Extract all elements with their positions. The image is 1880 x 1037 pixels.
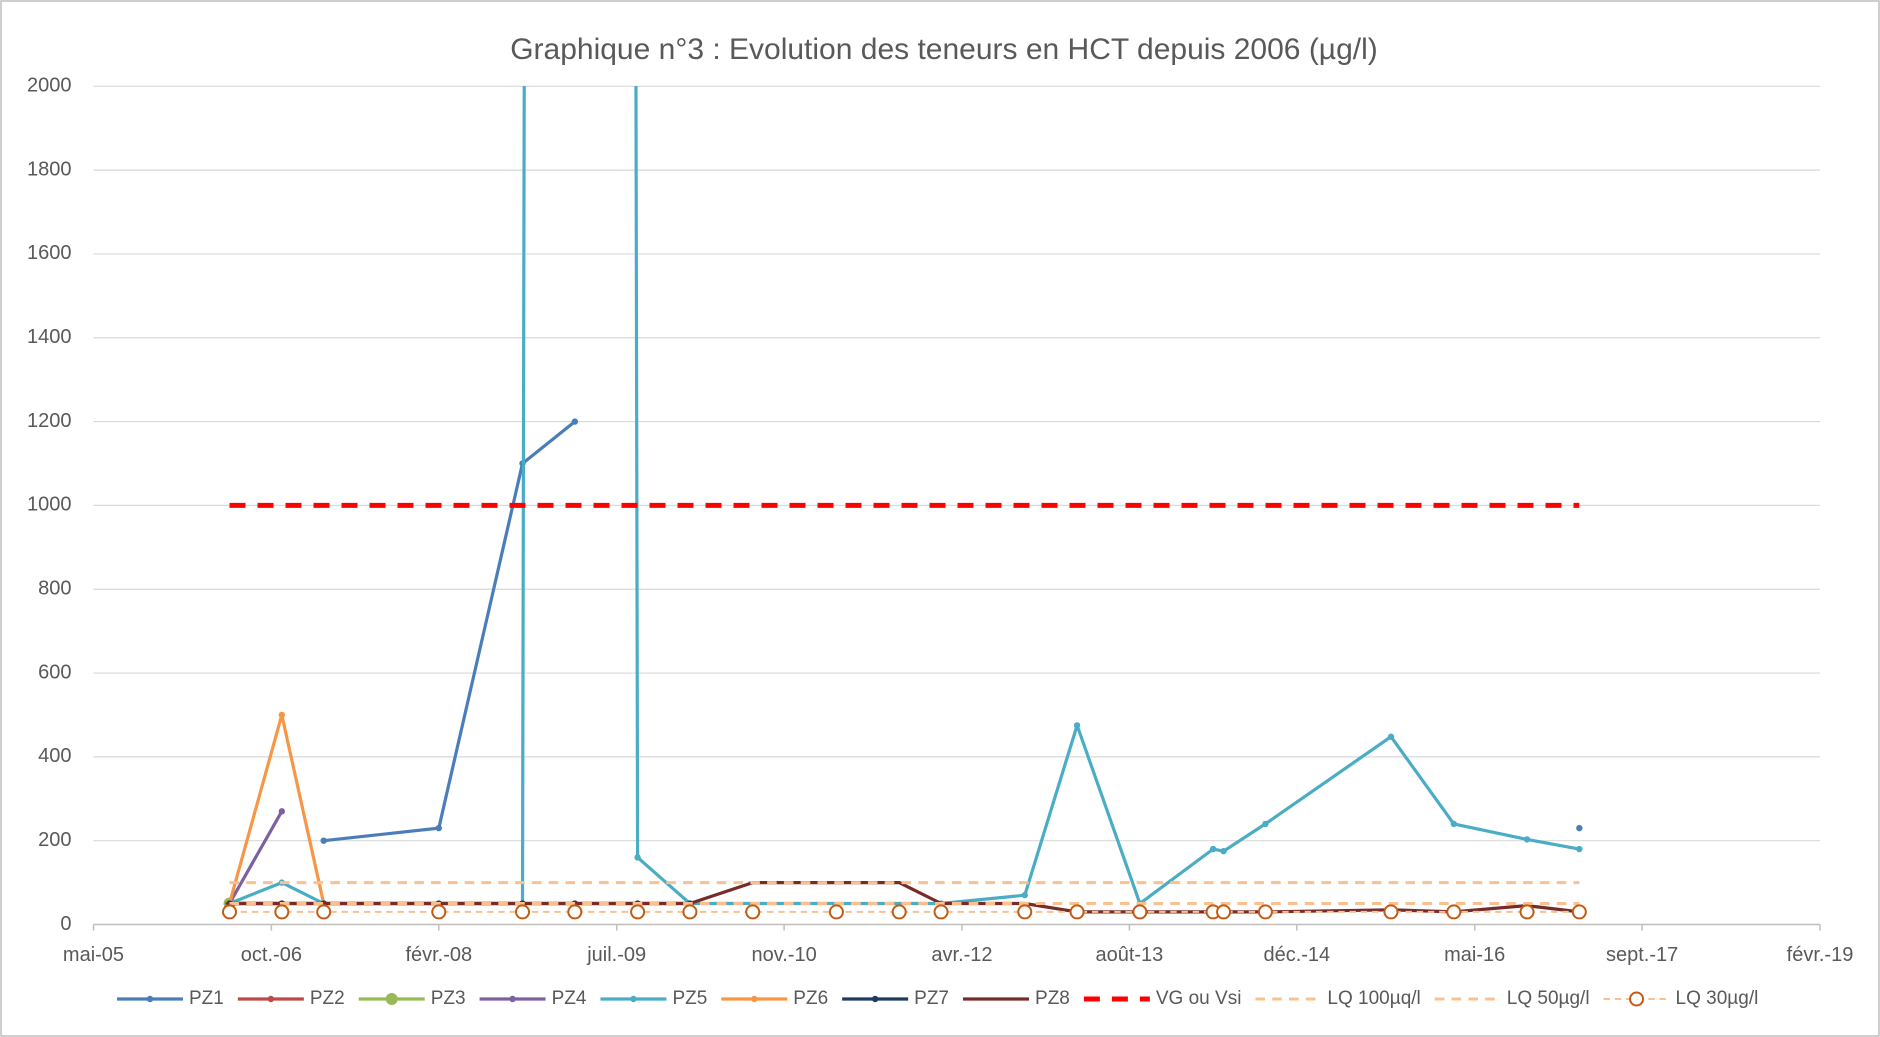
data-point [1446,904,1462,920]
legend-label: PZ2 [310,988,345,1009]
data-point [1017,904,1033,920]
data-point [431,904,447,920]
legend-label: VG ou Vsi [1156,988,1242,1009]
data-point [1576,845,1583,853]
y-tick-label: 1000 [27,494,72,516]
legend-label: PZ4 [552,988,587,1009]
x-tick-label: mai-16 [1444,944,1505,966]
y-tick-label: 1200 [27,410,72,432]
data-point [571,418,579,425]
legend-label: LQ 30µg/l [1676,988,1759,1009]
data-point [1523,836,1531,843]
y-tick-label: 1800 [27,158,72,180]
y-tick-label: 400 [38,745,71,767]
x-tick-label: févr.-19 [1787,944,1854,966]
legend-marker [630,995,637,1003]
data-point [1021,891,1028,899]
data-point [1216,904,1232,920]
data-point [933,904,949,920]
data-point [1073,722,1081,729]
x-tick-label: sept.-17 [1606,944,1678,966]
data-point [1576,824,1583,832]
x-tick-label: oct.-06 [241,944,302,966]
data-point [222,904,238,920]
data-point [1571,904,1587,920]
legend-label: PZ8 [1035,988,1070,1009]
chart-title: Graphique n°3 : Evolution des teneurs en… [510,33,1378,66]
y-tick-label: 600 [38,661,71,683]
data-point [567,904,583,920]
data-point [1220,847,1227,855]
legend-label: PZ7 [914,988,949,1009]
data-point [274,904,290,920]
series-line [228,810,284,905]
legend-label: LQ 100µq/l [1327,988,1420,1009]
data-point [1069,904,1085,920]
data-point [1383,904,1399,920]
data-point [1132,904,1148,920]
legend-label: PZ1 [189,988,224,1009]
legend-marker [1629,991,1645,1007]
data-point [1262,820,1269,828]
data-point [316,904,332,920]
data-point [745,904,761,920]
legend-marker [146,995,154,1003]
legend-label: PZ3 [431,988,466,1009]
data-point [1450,820,1457,828]
x-tick-label: déc.-14 [1263,944,1330,966]
data-point [1387,733,1395,740]
legend-label: PZ6 [793,988,828,1009]
x-tick-label: juil.-09 [586,944,646,966]
y-tick-label: 0 [60,913,71,935]
data-point [828,904,844,920]
data-point [634,854,641,861]
data-point [278,711,286,719]
legend-marker [509,995,516,1003]
legend-label: LQ 50µg/l [1507,988,1590,1009]
y-tick-label: 200 [38,829,71,851]
legend-marker [267,995,275,1003]
legend-marker [871,995,879,1003]
x-tick-label: mai-05 [63,944,124,966]
legend-label: PZ5 [672,988,707,1009]
y-tick-label: 1600 [27,242,72,264]
data-point [682,904,698,920]
data-point [891,904,907,920]
x-tick-label: févr.-08 [405,944,472,966]
data-point [435,824,442,832]
data-point [515,904,531,920]
legend-marker [385,993,398,1005]
y-tick-label: 1400 [27,326,72,348]
y-tick-label: 2000 [27,75,72,97]
data-point [1519,904,1535,920]
data-point [1209,845,1217,853]
data-point [278,808,286,815]
data-point [630,904,646,920]
data-point [320,837,327,844]
y-tick-label: 800 [38,578,71,600]
data-point [1257,904,1273,920]
x-tick-label: août-13 [1095,944,1163,966]
legend-marker [751,995,758,1003]
x-tick-label: avr.-12 [931,944,992,966]
x-tick-label: nov.-10 [751,944,816,966]
